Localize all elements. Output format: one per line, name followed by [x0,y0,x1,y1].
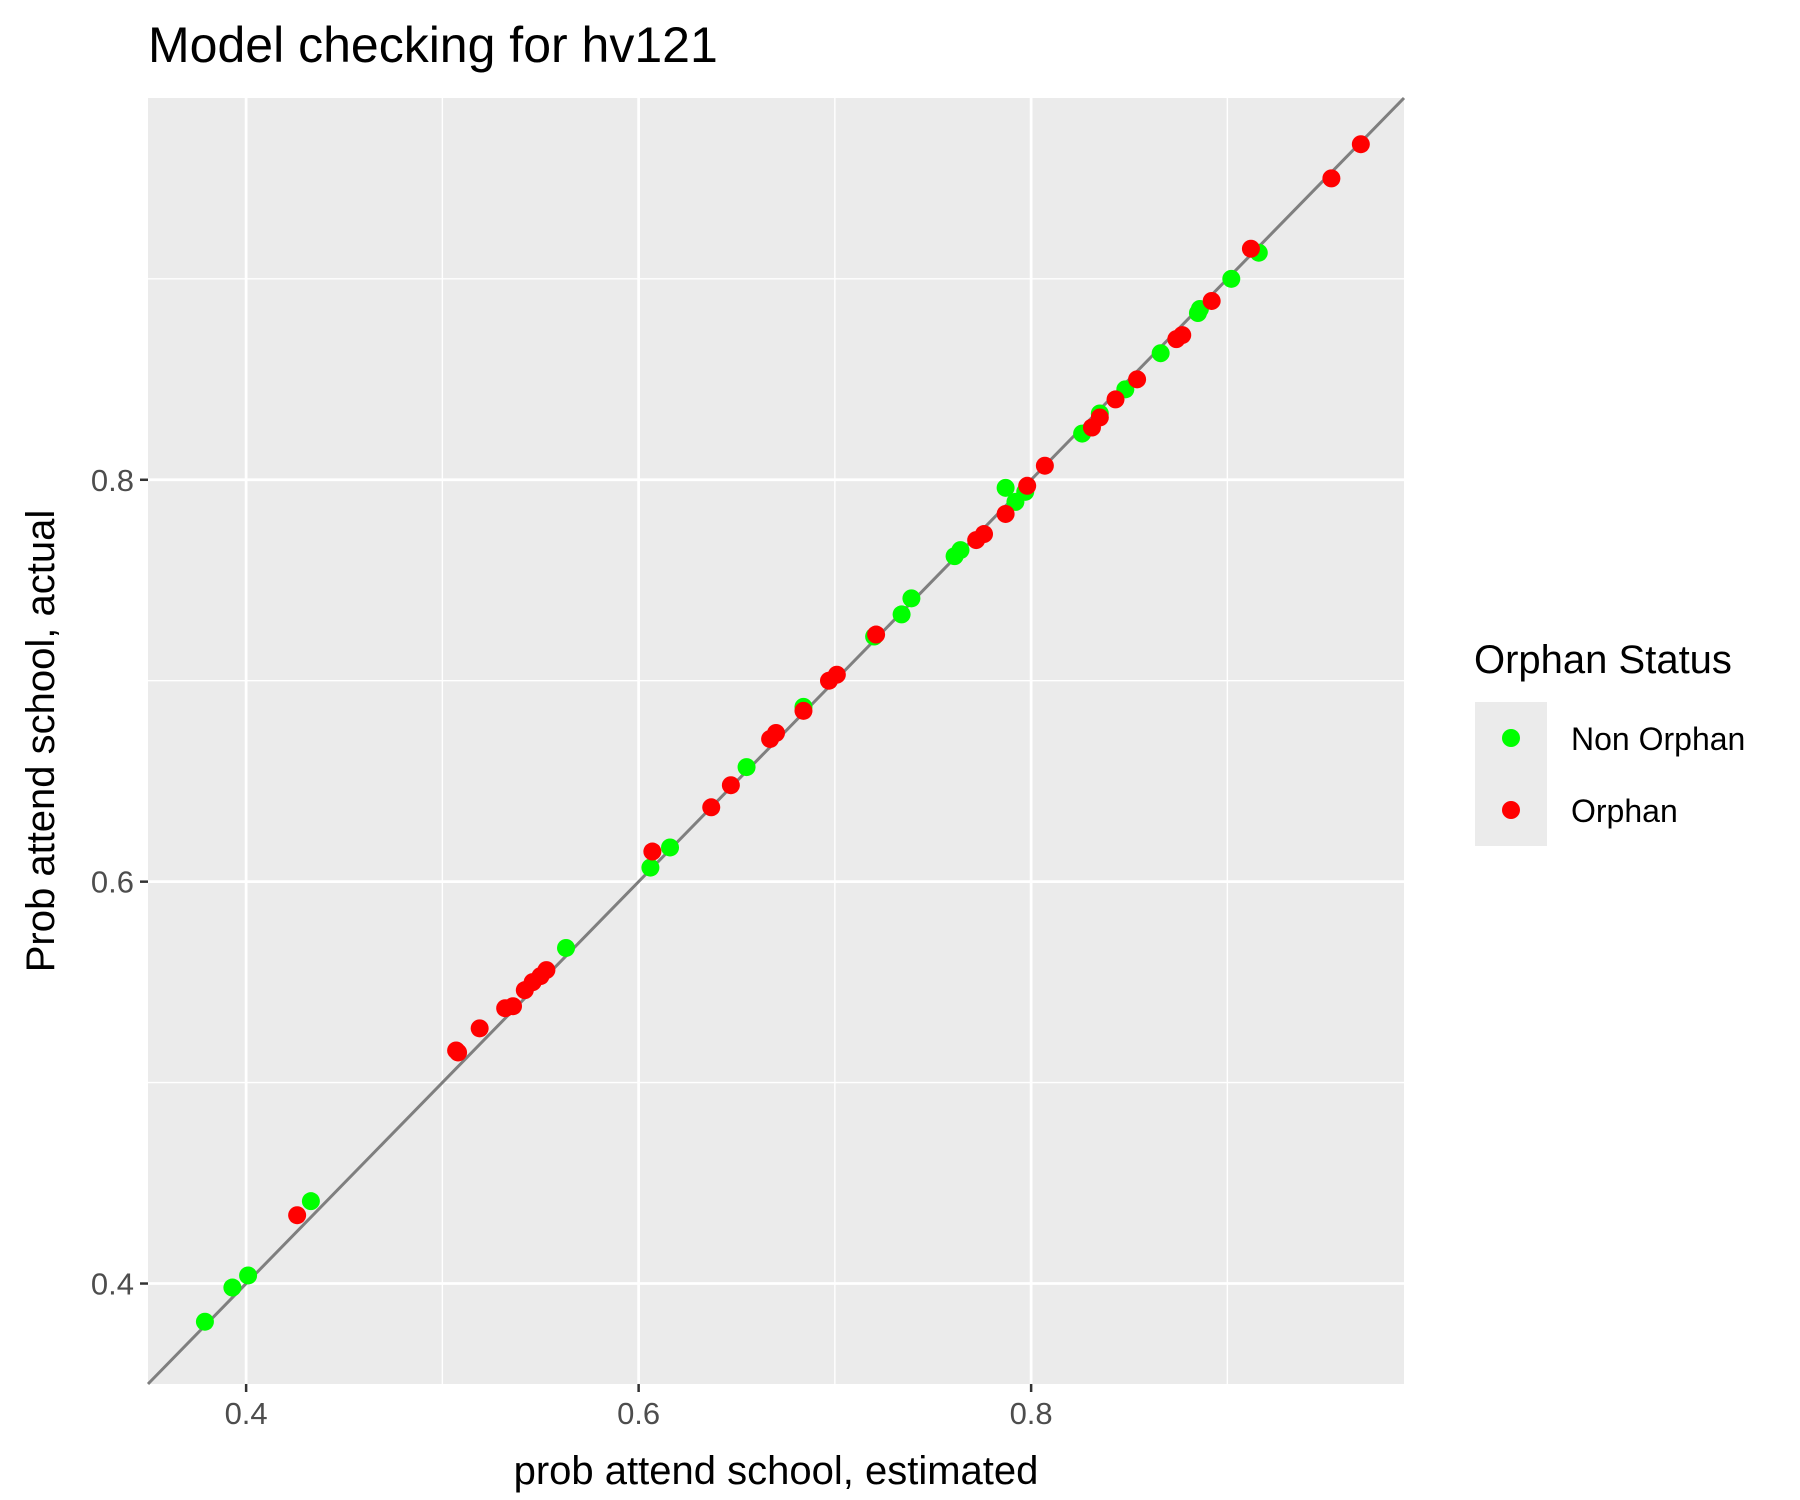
legend-label-non-orphan: Non Orphan [1571,721,1745,757]
orphan-point [794,701,813,720]
x-tick-label: 0.4 [225,1396,268,1431]
y-tick-label: 0.8 [91,463,134,498]
orphan-point [537,961,556,980]
orphan-point [1128,370,1147,389]
minor-gridlines [148,98,1404,1384]
non-orphan-point [641,858,660,877]
legend-label-orphan: Orphan [1571,793,1678,829]
x-tick-label: 0.6 [617,1396,660,1431]
y-axis-ticks: 0.4 0.6 0.8 [91,463,148,1302]
data-points [195,135,1370,1331]
legend-title: Orphan Status [1474,638,1732,682]
orphan-point [1322,169,1341,188]
non-orphan-point [223,1278,242,1297]
non-orphan-point [1151,344,1170,363]
legend-key-background [1475,702,1547,846]
non-orphan-point [996,478,1015,497]
orphan-point [449,1043,468,1062]
orphan-point [975,525,994,544]
major-gridlines [148,98,1404,1384]
non-orphan-point [1222,269,1241,288]
orphan-point [470,1019,489,1038]
orphan-point [1173,326,1192,345]
orphan-point [767,723,785,742]
x-axis-ticks: 0.4 0.6 0.8 [225,1384,1053,1431]
non-orphan-point [557,938,576,957]
orphan-point [1241,239,1260,258]
non-orphan-point [195,1312,214,1331]
orphan-point [1035,456,1054,475]
non-orphan-point [951,541,970,560]
x-tick-label: 0.8 [1010,1396,1053,1431]
non-orphan-point [239,1266,258,1285]
non-orphan-point [902,589,921,608]
orphan-point [288,1206,307,1225]
legend-key-non-orphan [1502,729,1520,747]
orphan-point [702,798,721,817]
orphan-point [1018,476,1037,495]
orphan-point [1202,291,1221,310]
orphan-point [721,776,740,795]
orphan-point [1351,135,1370,154]
non-orphan-point [301,1192,320,1211]
legend-key-orphan [1502,801,1520,819]
y-axis-title: Prob attend school, actual [19,510,63,973]
orphan-point [643,842,662,861]
non-orphan-point [892,605,911,624]
chart-title: Model checking for hv121 [148,17,718,73]
x-axis-title: prob attend school, estimated [514,1449,1039,1493]
y-tick-label: 0.4 [91,1267,134,1302]
y-tick-label: 0.6 [91,865,134,900]
non-orphan-point [661,838,680,857]
legend: Orphan Status Non Orphan Orphan [1474,638,1745,846]
orphan-point [867,625,886,644]
orphan-point [827,665,846,684]
orphan-point [996,504,1015,523]
non-orphan-point [737,758,756,777]
orphan-point [1106,390,1125,409]
orphan-point [1090,408,1109,427]
orphan-point [504,997,523,1016]
